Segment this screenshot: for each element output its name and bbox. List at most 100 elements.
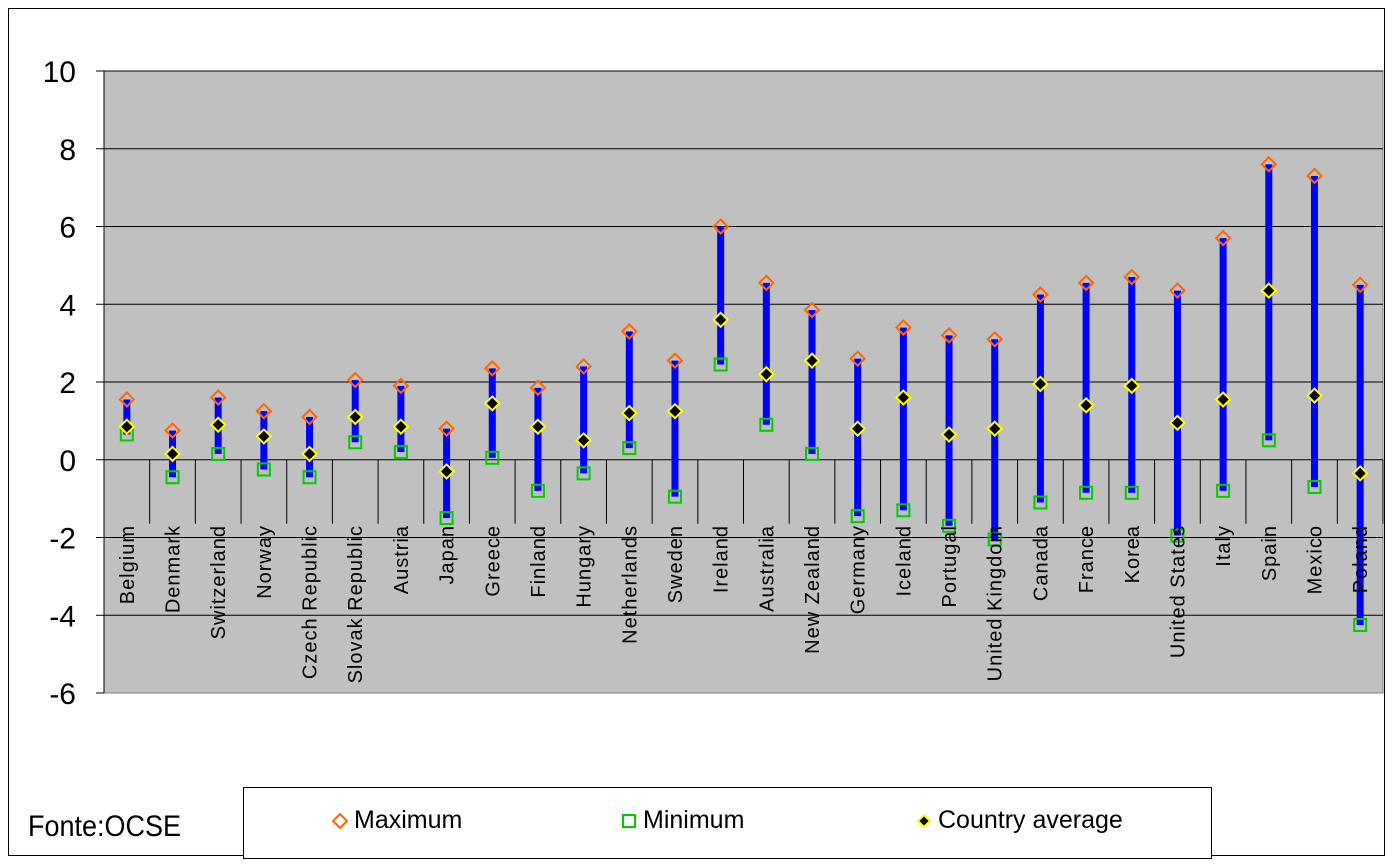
min-marker bbox=[667, 489, 682, 504]
x-tick-label: Switzerland bbox=[208, 525, 230, 639]
avg-marker bbox=[301, 445, 318, 463]
avg-marker bbox=[529, 418, 547, 436]
green-square-icon bbox=[622, 813, 636, 828]
x-tick-label: Korea bbox=[1122, 525, 1144, 583]
x-tick-label: New Zealand bbox=[802, 525, 824, 654]
x-tick-label: Belgium bbox=[117, 525, 139, 604]
x-tick-label: Sweden bbox=[665, 525, 687, 603]
max-marker bbox=[164, 422, 181, 440]
x-tick-label: Mexico bbox=[1304, 525, 1326, 594]
range-bar bbox=[488, 368, 496, 458]
min-marker bbox=[485, 450, 500, 465]
max-marker bbox=[986, 330, 1004, 348]
avg-marker bbox=[1260, 282, 1278, 300]
range-bar bbox=[1173, 290, 1181, 536]
max-marker bbox=[894, 319, 912, 336]
avg-marker bbox=[483, 394, 501, 412]
axes bbox=[96, 70, 1384, 694]
range-bar bbox=[1265, 164, 1273, 441]
x-tick-label: Italy bbox=[1213, 525, 1235, 567]
x-tick-label: Poland bbox=[1350, 525, 1372, 593]
min-marker bbox=[1033, 495, 1048, 510]
avg-marker bbox=[757, 365, 775, 383]
range-bar bbox=[762, 282, 770, 425]
avg-marker bbox=[392, 418, 410, 436]
min-marker bbox=[1353, 617, 1368, 632]
min-marker bbox=[942, 518, 957, 533]
range-bar bbox=[991, 339, 999, 540]
black-diamond-icon bbox=[916, 813, 932, 828]
y-tick-label: 2 bbox=[59, 367, 76, 400]
y-tick-label: 0 bbox=[59, 445, 76, 478]
max-marker bbox=[940, 326, 958, 344]
range-bar bbox=[808, 310, 816, 454]
range-bar bbox=[1356, 284, 1364, 625]
x-tick-label: Germany bbox=[848, 525, 870, 614]
x-tick-label: Czech Republic bbox=[300, 525, 322, 679]
orange-diamond-icon bbox=[332, 812, 348, 829]
range-bar bbox=[580, 366, 588, 474]
x-axis-labels: Belgium Denmark Switzerland Norway Czech Rep… bbox=[117, 525, 1372, 683]
min-marker bbox=[1079, 485, 1094, 500]
avg-marker bbox=[620, 404, 638, 422]
range-bar bbox=[1082, 282, 1090, 493]
max-marker bbox=[346, 371, 364, 389]
avg-marker bbox=[803, 352, 821, 370]
max-marker bbox=[209, 389, 227, 406]
x-tick-label: Slovak Republic bbox=[345, 525, 367, 683]
avg-marker bbox=[1031, 375, 1049, 393]
max-marker bbox=[1169, 282, 1186, 300]
y-tick-label: 6 bbox=[59, 212, 76, 245]
avg-marker bbox=[1077, 396, 1095, 414]
legend-item-country-average: Country average bbox=[916, 806, 1123, 835]
avg-marker bbox=[894, 389, 912, 406]
max-marker bbox=[1031, 286, 1049, 303]
min-marker bbox=[530, 483, 545, 498]
x-tick-label: Portugal bbox=[939, 525, 961, 608]
avg-marker bbox=[1169, 414, 1186, 432]
legend-label-maximum: Maximum bbox=[354, 806, 463, 834]
max-marker bbox=[529, 379, 547, 397]
max-marker bbox=[483, 359, 501, 377]
max-marker bbox=[1351, 276, 1369, 294]
min-marker bbox=[850, 509, 865, 524]
max-marker bbox=[1123, 268, 1141, 286]
x-tick-label: Hungary bbox=[574, 525, 596, 608]
x-tick-label: Netherlands bbox=[619, 525, 641, 644]
avg-marker bbox=[209, 416, 227, 434]
legend-label-country-average: Country average bbox=[938, 806, 1123, 834]
range-bar bbox=[717, 226, 725, 365]
min-marker bbox=[256, 462, 271, 477]
min-marker bbox=[805, 446, 820, 461]
range-bar bbox=[534, 387, 542, 491]
avg-marker bbox=[1306, 387, 1323, 405]
min-marker bbox=[439, 511, 454, 526]
x-tick-label: Denmark bbox=[163, 525, 185, 613]
avg-marker bbox=[1123, 377, 1141, 395]
max-marker bbox=[438, 420, 456, 438]
x-tick-label: Spain bbox=[1259, 525, 1281, 581]
min-marker bbox=[987, 532, 1002, 547]
x-tick-label: France bbox=[1076, 525, 1098, 593]
range-bar bbox=[1310, 175, 1318, 487]
min-marker bbox=[759, 417, 774, 432]
min-marker bbox=[211, 446, 226, 461]
avg-marker bbox=[575, 431, 593, 449]
max-marker bbox=[118, 391, 136, 408]
max-marker bbox=[301, 408, 318, 426]
avg-marker bbox=[1351, 464, 1369, 482]
min-marker bbox=[713, 357, 728, 372]
range-bar bbox=[625, 331, 633, 449]
max-marker bbox=[392, 377, 410, 395]
x-tick-label: Iceland bbox=[893, 525, 915, 597]
avg-marker bbox=[940, 426, 958, 443]
min-marker bbox=[622, 441, 637, 456]
min-marker bbox=[1124, 485, 1139, 500]
range-bar bbox=[854, 358, 862, 517]
range-bar bbox=[671, 360, 679, 497]
max-marker bbox=[255, 402, 273, 420]
legend-item-minimum: Minimum bbox=[621, 806, 744, 835]
max-marker bbox=[1214, 229, 1232, 247]
legend-item-maximum: Maximum bbox=[332, 806, 462, 835]
